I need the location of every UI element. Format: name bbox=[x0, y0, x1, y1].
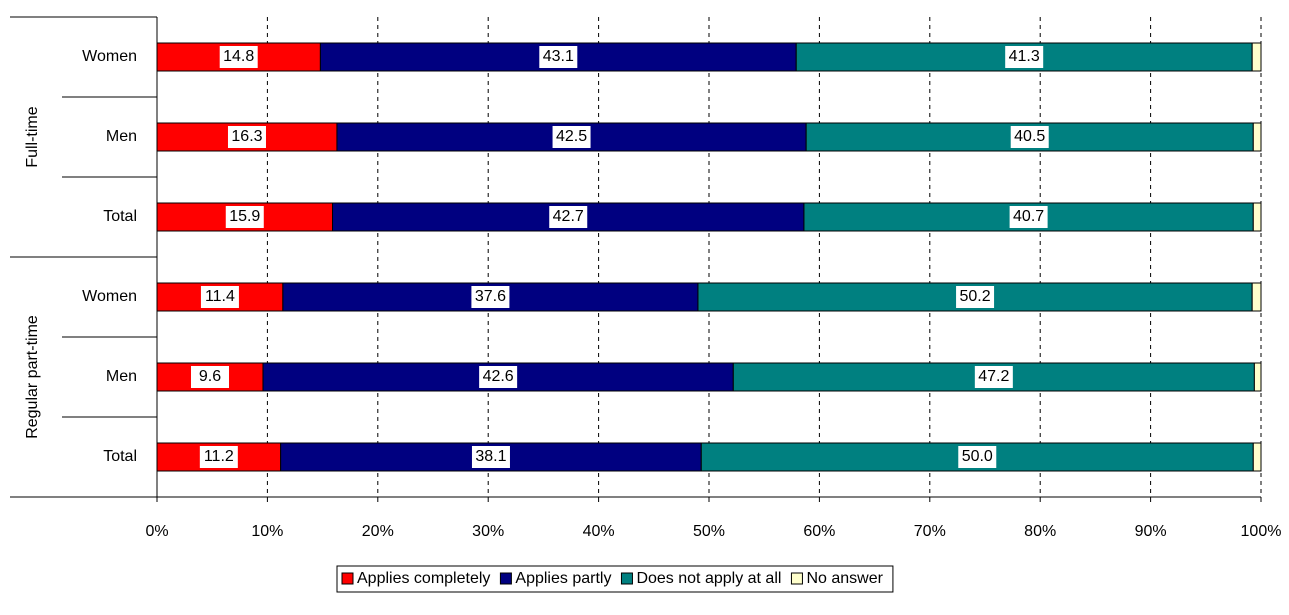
data-label: 9.6 bbox=[199, 368, 221, 385]
data-label-box bbox=[199, 446, 238, 468]
data-label-box bbox=[1005, 46, 1044, 68]
data-label: 40.5 bbox=[1014, 128, 1045, 145]
legend-label: Applies partly bbox=[515, 570, 611, 587]
y-tick-label: Women bbox=[82, 48, 137, 65]
bar-segment bbox=[1251, 282, 1262, 312]
data-label: 16.3 bbox=[231, 128, 262, 145]
data-label: 42.5 bbox=[556, 128, 587, 145]
data-label: 42.6 bbox=[483, 368, 514, 385]
data-label: 47.2 bbox=[978, 368, 1009, 385]
data-label: 42.7 bbox=[553, 208, 584, 225]
legend-label: Applies completely bbox=[357, 570, 490, 587]
x-tick-label: 20% bbox=[362, 523, 394, 540]
data-label-box bbox=[225, 206, 264, 228]
labels: 14.8 43.1 41.3 16.3 42.5 40.5 15.9 42.7 40.7 11.4… bbox=[190, 46, 1049, 468]
data-label-box bbox=[200, 286, 239, 308]
bar-segment bbox=[1252, 442, 1262, 472]
x-tick-label: 100% bbox=[1241, 523, 1282, 540]
group-label: Full-time bbox=[24, 106, 41, 167]
grid bbox=[266, 17, 1262, 497]
x-tick-label: 0% bbox=[145, 523, 168, 540]
data-label-box bbox=[227, 126, 266, 148]
legend-swatch bbox=[620, 572, 633, 585]
data-label-box bbox=[1010, 126, 1049, 148]
legend-label: No answer bbox=[806, 570, 883, 587]
bar-segment bbox=[1252, 202, 1262, 232]
data-label: 14.8 bbox=[223, 48, 254, 65]
x-tick-label: 40% bbox=[583, 523, 615, 540]
data-label-box bbox=[471, 446, 510, 468]
data-label-box bbox=[956, 286, 995, 308]
data-label: 11.2 bbox=[204, 448, 234, 465]
x-tick-label: 60% bbox=[803, 523, 835, 540]
data-label-box bbox=[190, 366, 229, 388]
x-tick-label: 70% bbox=[914, 523, 946, 540]
bar-segment bbox=[1251, 42, 1262, 72]
x-tick-label: 90% bbox=[1135, 523, 1167, 540]
data-label-box bbox=[1009, 206, 1048, 228]
y-tick-label: Women bbox=[82, 288, 137, 305]
data-label: 43.1 bbox=[543, 48, 574, 65]
data-label-box bbox=[958, 446, 997, 468]
data-label: 40.7 bbox=[1013, 208, 1044, 225]
y-tick-label: Men bbox=[106, 368, 137, 385]
legend: Applies completely Applies partly Does not… bbox=[336, 565, 894, 593]
data-label: 50.0 bbox=[962, 448, 993, 465]
bar-segment bbox=[1252, 122, 1262, 152]
data-label-box bbox=[974, 366, 1013, 388]
y-tick-label: Men bbox=[106, 128, 137, 145]
data-label-box bbox=[552, 126, 591, 148]
axes: 0% 10% 20% 30% 40% 50% 60% 70% 80% 90% 100% Full-ti… bbox=[10, 16, 1282, 540]
legend-swatch bbox=[790, 572, 803, 585]
x-tick-label: 30% bbox=[472, 523, 504, 540]
data-label-box bbox=[549, 206, 588, 228]
group-label: Regular part-time bbox=[24, 315, 41, 439]
data-label: 38.1 bbox=[475, 448, 506, 465]
legend-swatch bbox=[499, 572, 512, 585]
data-label: 11.4 bbox=[205, 288, 235, 305]
data-label-box bbox=[219, 46, 258, 68]
data-label-box bbox=[479, 366, 518, 388]
x-tick-label: 10% bbox=[251, 523, 283, 540]
legend-swatch bbox=[341, 572, 354, 585]
data-label-box bbox=[539, 46, 578, 68]
y-tick-label: Total bbox=[103, 208, 137, 225]
data-label: 50.2 bbox=[959, 288, 990, 305]
legend-label: Does not apply at all bbox=[636, 570, 781, 587]
data-label: 37.6 bbox=[475, 288, 506, 305]
data-label-box bbox=[471, 286, 510, 308]
x-tick-label: 80% bbox=[1024, 523, 1056, 540]
y-tick-label: Total bbox=[103, 448, 137, 465]
x-tick-label: 50% bbox=[693, 523, 725, 540]
data-label: 41.3 bbox=[1009, 48, 1040, 65]
data-label: 15.9 bbox=[229, 208, 260, 225]
bar-segment bbox=[1253, 362, 1262, 392]
